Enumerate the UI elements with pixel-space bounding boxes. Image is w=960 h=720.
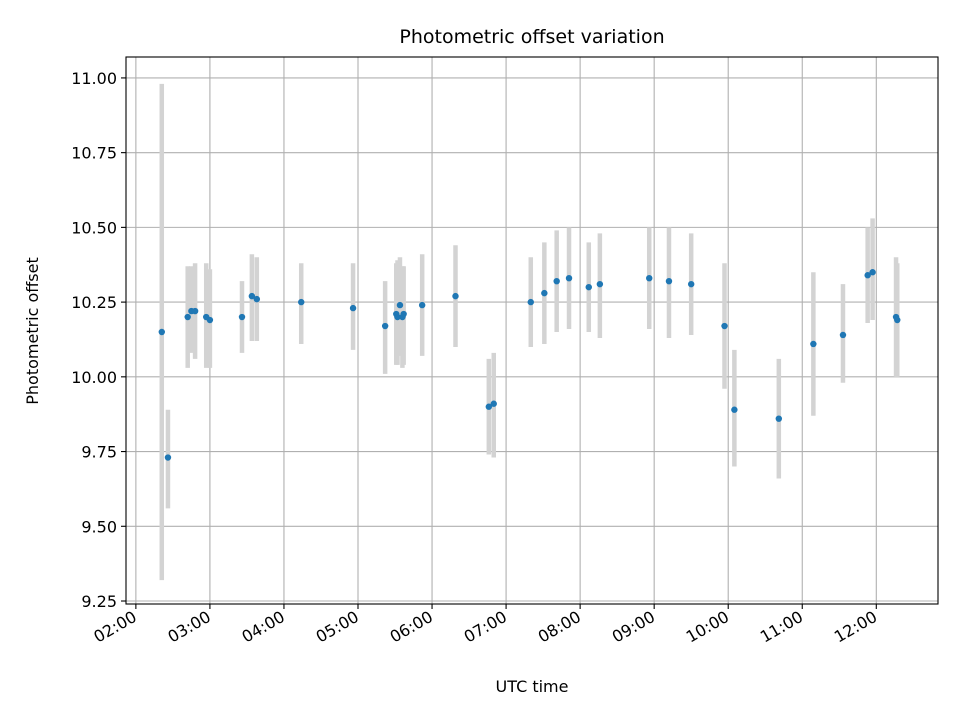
data-point <box>349 304 357 312</box>
y-tick-label: 9.50 <box>81 517 117 536</box>
data-point <box>553 277 560 285</box>
data-point <box>864 272 871 279</box>
data-point <box>158 328 165 336</box>
data-point <box>869 269 876 276</box>
data-point <box>687 280 695 288</box>
data-point <box>585 283 592 291</box>
data-point <box>894 316 901 324</box>
data-point <box>452 292 459 300</box>
data-point <box>731 406 738 413</box>
data-point <box>191 307 199 315</box>
y-tick-label: 9.75 <box>81 443 117 462</box>
data-point <box>206 316 214 324</box>
data-point <box>646 274 653 282</box>
data-point <box>248 292 256 300</box>
data-point <box>810 340 817 348</box>
data-point <box>396 301 404 309</box>
y-axis: 9.25 9.50 9.75 10.00 10.25 10.50 10.75 11.00 <box>71 69 126 611</box>
y-tick-label: 9.25 <box>81 592 117 611</box>
y-tick-label: 10.50 <box>71 218 117 237</box>
data-point <box>527 298 534 306</box>
y-tick-label: 10.25 <box>71 293 117 312</box>
data-point <box>298 298 305 306</box>
plot-frame <box>125 56 939 605</box>
x-axis-label: UTC time <box>496 677 569 696</box>
y-tick-label: 10.00 <box>71 368 117 387</box>
y-axis-label: Photometric offset <box>23 257 42 405</box>
data-point <box>721 322 728 330</box>
data-point <box>596 280 604 288</box>
data-point <box>565 274 573 282</box>
data-point <box>238 313 246 321</box>
data-point <box>400 310 407 318</box>
grid <box>126 57 938 604</box>
data-point <box>541 289 548 297</box>
data-point <box>394 313 401 321</box>
y-tick-label: 11.00 <box>71 69 117 88</box>
data-point <box>839 331 847 339</box>
data-point <box>184 313 191 321</box>
data-point <box>485 403 493 410</box>
data-point <box>381 322 389 330</box>
data-point <box>253 295 261 303</box>
data-point <box>775 415 783 422</box>
data-point <box>418 301 426 309</box>
data-points <box>158 269 901 461</box>
chart-title: Photometric offset variation <box>399 26 664 48</box>
y-tick-label: 10.75 <box>71 144 117 163</box>
data-point <box>665 277 673 285</box>
data-point <box>490 400 497 407</box>
data-point <box>164 454 172 461</box>
